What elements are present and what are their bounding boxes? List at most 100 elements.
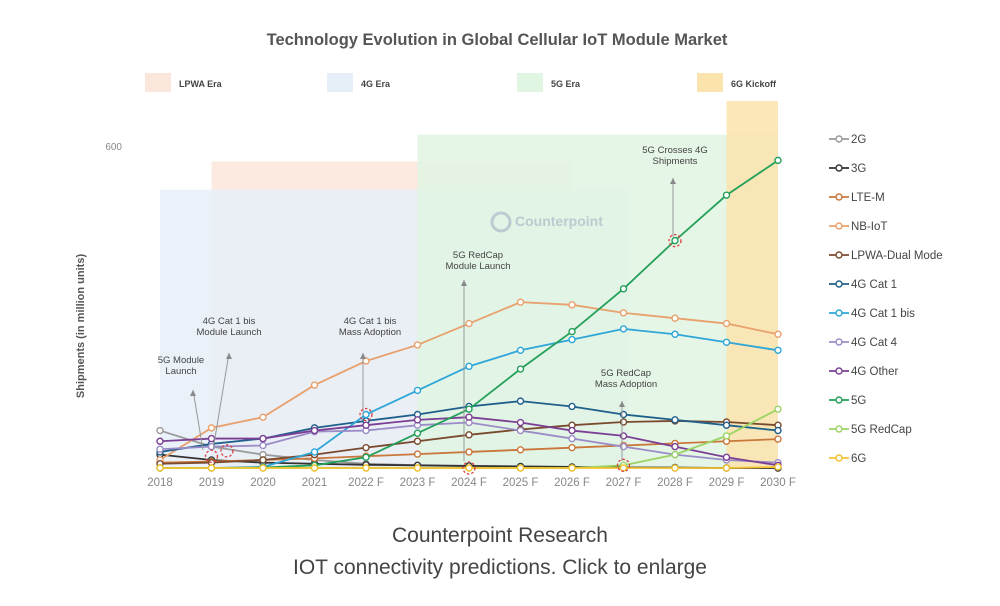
data-point (774, 426, 782, 435)
data-point (310, 464, 319, 472)
caption-text[interactable]: IOT connectivity predictions. Click to e… (293, 556, 707, 579)
data-point (774, 405, 782, 413)
data-point (671, 464, 679, 472)
era-legend-label: 4G Era (361, 79, 391, 89)
data-point (516, 464, 525, 472)
data-point (259, 413, 267, 421)
data-point (516, 346, 525, 354)
era-legend-swatch (697, 73, 723, 92)
data-point (568, 426, 576, 435)
data-point (259, 441, 267, 450)
annotation-arrowhead (670, 178, 676, 184)
data-point (413, 341, 422, 349)
annotation-arrowhead (461, 280, 467, 286)
legend-item: 5G (829, 395, 866, 407)
data-point (259, 434, 267, 443)
data-point (722, 421, 731, 429)
data-point (516, 365, 525, 373)
legend-label: 5G (851, 395, 866, 407)
data-point (619, 325, 628, 333)
data-point (722, 432, 731, 440)
legend-item: 3G (829, 163, 866, 175)
data-point (362, 453, 370, 461)
data-point (516, 446, 525, 454)
legend-label: 2G (851, 134, 866, 146)
annotation-text: 5G Crosses 4G (642, 145, 707, 156)
watermark-logo: Counterpoint (490, 211, 603, 233)
data-point (362, 464, 370, 472)
legend-marker (835, 280, 843, 288)
annotation-text: Module Launch (197, 327, 262, 338)
annotation-marker (220, 444, 234, 458)
annotation-arrow (212, 352, 230, 451)
annotation-arrowhead (190, 390, 196, 396)
x-tick-label: 2030 F (760, 477, 796, 489)
data-point (671, 236, 679, 245)
data-point (619, 418, 628, 426)
data-point (774, 463, 782, 471)
data-point (362, 410, 370, 419)
data-point (465, 405, 473, 413)
legend-label: 5G RedCap (851, 424, 912, 436)
data-point (619, 410, 628, 419)
data-point (156, 426, 164, 435)
data-point (516, 426, 525, 435)
data-point (516, 298, 525, 306)
data-point (413, 416, 422, 424)
era-region (726, 100, 778, 469)
annotation-marker (616, 458, 631, 472)
legend-label: LPWA-Dual Mode (851, 250, 943, 262)
chart-figure[interactable]: LPWA Era 4G Era 5G Era 6G Kickoff 600 Shipme… (30, 20, 970, 502)
legend-item: NB-IoT (829, 221, 887, 233)
legend-marker (835, 164, 843, 172)
x-tick-label: 2022 F (348, 477, 384, 489)
x-tick-label: 2024 F (451, 477, 487, 489)
legend-marker (835, 338, 843, 346)
annotation-text: Shipments (653, 156, 698, 167)
legend-item: 2G (829, 134, 866, 146)
legend-marker (835, 309, 843, 317)
y-tick-label: 600 (105, 142, 122, 153)
data-point (774, 330, 782, 338)
data-point (619, 285, 628, 293)
data-point (413, 464, 422, 472)
data-point (310, 426, 319, 435)
data-point (156, 464, 164, 472)
legend-marker (835, 222, 843, 230)
data-point (207, 424, 216, 432)
annotation-text: 5G Module (158, 355, 204, 366)
era-legend-swatch (517, 73, 543, 92)
era-legend-label: LPWA Era (179, 79, 223, 89)
data-point (413, 450, 422, 458)
annotation-text: Mass Adoption (339, 327, 401, 338)
data-point (362, 443, 370, 452)
data-point (259, 456, 267, 464)
legend-item: 4G Cat 1 (829, 279, 897, 291)
annotation-text: 5G RedCap (453, 250, 503, 261)
data-point (413, 386, 422, 395)
legend-item: 6G (829, 453, 866, 465)
data-point (619, 432, 628, 440)
chart-title: Technology Evolution in Global Cellular … (267, 31, 728, 49)
annotation-marker (462, 461, 476, 475)
data-point (465, 319, 473, 328)
data-point (516, 397, 525, 405)
x-tick-label: 2026 F (554, 477, 590, 489)
data-point (568, 301, 576, 309)
legend-marker (835, 367, 843, 375)
era-legend-label: 6G Kickoff (731, 79, 777, 89)
data-point (465, 448, 473, 456)
data-point (465, 464, 473, 472)
data-point (671, 416, 679, 424)
data-point (722, 319, 731, 328)
legend-marker (835, 396, 843, 404)
x-tick-label: 2021 (302, 477, 328, 489)
x-tick-label: 2018 (147, 477, 173, 489)
legend-marker (835, 193, 843, 201)
data-point (671, 314, 679, 322)
x-tick-label: 2028 F (657, 477, 693, 489)
